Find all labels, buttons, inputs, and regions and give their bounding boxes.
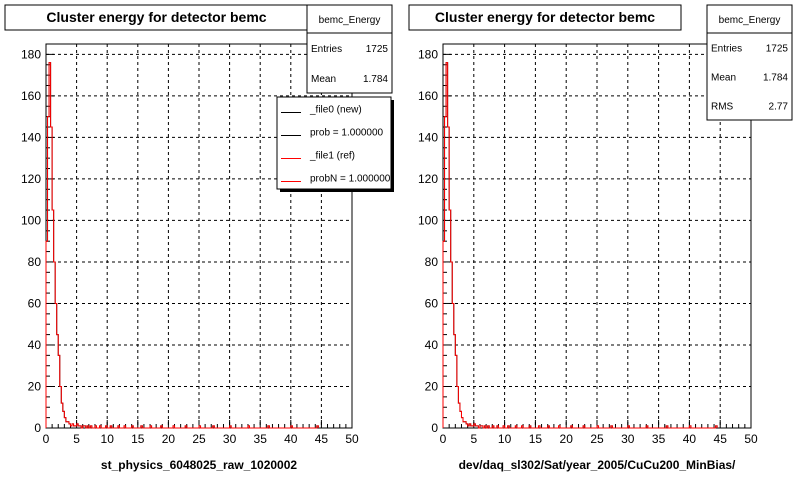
x-tick-label: 45 xyxy=(714,432,728,446)
y-tick-label: 160 xyxy=(418,89,438,103)
y-tick-label: 60 xyxy=(28,296,42,310)
title-box xyxy=(4,4,309,31)
stats-box: bemc_Energy Entries 1725 Mean 1.784 xyxy=(306,4,393,94)
y-tick-label: 40 xyxy=(28,338,42,352)
histogram-panel-1: 0 5 10 15 20 25 30 35 40 45 50 0 20 40 60 80 100 120 140 16… xyxy=(4,4,394,472)
x-tick-label: 35 xyxy=(652,432,666,446)
x-tick-label: 40 xyxy=(284,432,298,446)
histogram-panel-2: 0 5 10 15 20 25 30 35 40 45 50 0 20 40 60 80 100 120 140 16… xyxy=(408,4,793,472)
x-tick-label: 20 xyxy=(162,432,176,446)
stats-name: bemc_Energy xyxy=(319,15,381,26)
y-tick-label: 100 xyxy=(418,213,438,227)
y-tick-label: 60 xyxy=(425,296,439,310)
legend-entry: probN = 1.000000 xyxy=(310,174,391,185)
x-tick-label: 15 xyxy=(529,432,543,446)
stats-label: Entries xyxy=(711,44,742,55)
stats-name: bemc_Energy xyxy=(719,15,781,26)
x-tick-label: 15 xyxy=(131,432,145,446)
stats-value: 2.77 xyxy=(769,102,789,113)
y-tick-label: 0 xyxy=(431,421,438,435)
stats-value: 1725 xyxy=(366,44,389,55)
x-tick-label: 30 xyxy=(223,432,237,446)
x-tick-label: 25 xyxy=(590,432,604,446)
x-axis-label: st_physics_6048025_raw_1020002 xyxy=(101,458,297,472)
legend-entry: _file1 (ref) xyxy=(309,151,355,162)
chart-title: Cluster energy for detector bemc xyxy=(46,9,266,25)
x-tick-label: 45 xyxy=(315,432,329,446)
stats-value: 1725 xyxy=(766,44,789,55)
stats-value: 1.784 xyxy=(763,73,788,84)
stats-label: Entries xyxy=(311,44,342,55)
y-tick-label: 80 xyxy=(28,255,42,269)
legend: _file0 (new) prob = 1.000000 _file1 (ref) p… xyxy=(276,96,394,192)
x-tick-label: 5 xyxy=(73,432,80,446)
y-tick-label: 100 xyxy=(21,213,41,227)
x-axis-label: dev/daq_sl302/Sat/year_2005/CuCu200_MinB… xyxy=(459,458,736,472)
y-tick-label: 120 xyxy=(21,172,41,186)
x-tick-label: 50 xyxy=(744,432,758,446)
grid-lines xyxy=(46,44,352,428)
y-tick-label: 40 xyxy=(425,338,439,352)
stats-value: 1.784 xyxy=(363,74,388,85)
legend-entry: _file0 (new) xyxy=(309,105,362,116)
stats-label: RMS xyxy=(711,102,734,113)
x-tick-label: 35 xyxy=(254,432,268,446)
y-tick-label: 140 xyxy=(418,130,438,144)
grid-lines xyxy=(443,44,751,428)
x-tick-label: 50 xyxy=(345,432,359,446)
x-tick-label: 10 xyxy=(101,432,115,446)
y-tick-label: 180 xyxy=(418,47,438,61)
legend-entry: prob = 1.000000 xyxy=(310,128,384,139)
y-tick-label: 140 xyxy=(21,130,41,144)
y-tick-label: 120 xyxy=(418,172,438,186)
x-tick-label: 0 xyxy=(43,432,50,446)
histogram-series-ref xyxy=(45,62,319,429)
y-tick-label: 80 xyxy=(425,255,439,269)
x-tick-label: 25 xyxy=(192,432,206,446)
x-tick-label: 10 xyxy=(498,432,512,446)
x-tick-label: 0 xyxy=(440,432,447,446)
chart-title: Cluster energy for detector bemc xyxy=(435,9,655,25)
title-box xyxy=(408,4,682,31)
x-tick-label: 40 xyxy=(683,432,697,446)
stats-box: bemc_Energy Entries 1725 Mean 1.784 RMS 2.77 xyxy=(706,4,793,121)
stats-label: Mean xyxy=(711,73,736,84)
y-tick-label: 0 xyxy=(34,421,41,435)
histogram-series-ref xyxy=(442,62,718,429)
x-tick-label: 20 xyxy=(560,432,574,446)
y-tick-label: 160 xyxy=(21,89,41,103)
y-tick-label: 180 xyxy=(21,47,41,61)
x-tick-label: 30 xyxy=(621,432,635,446)
stats-label: Mean xyxy=(311,74,336,85)
y-tick-label: 20 xyxy=(425,379,439,393)
x-tick-label: 5 xyxy=(470,432,477,446)
y-tick-label: 20 xyxy=(28,379,42,393)
